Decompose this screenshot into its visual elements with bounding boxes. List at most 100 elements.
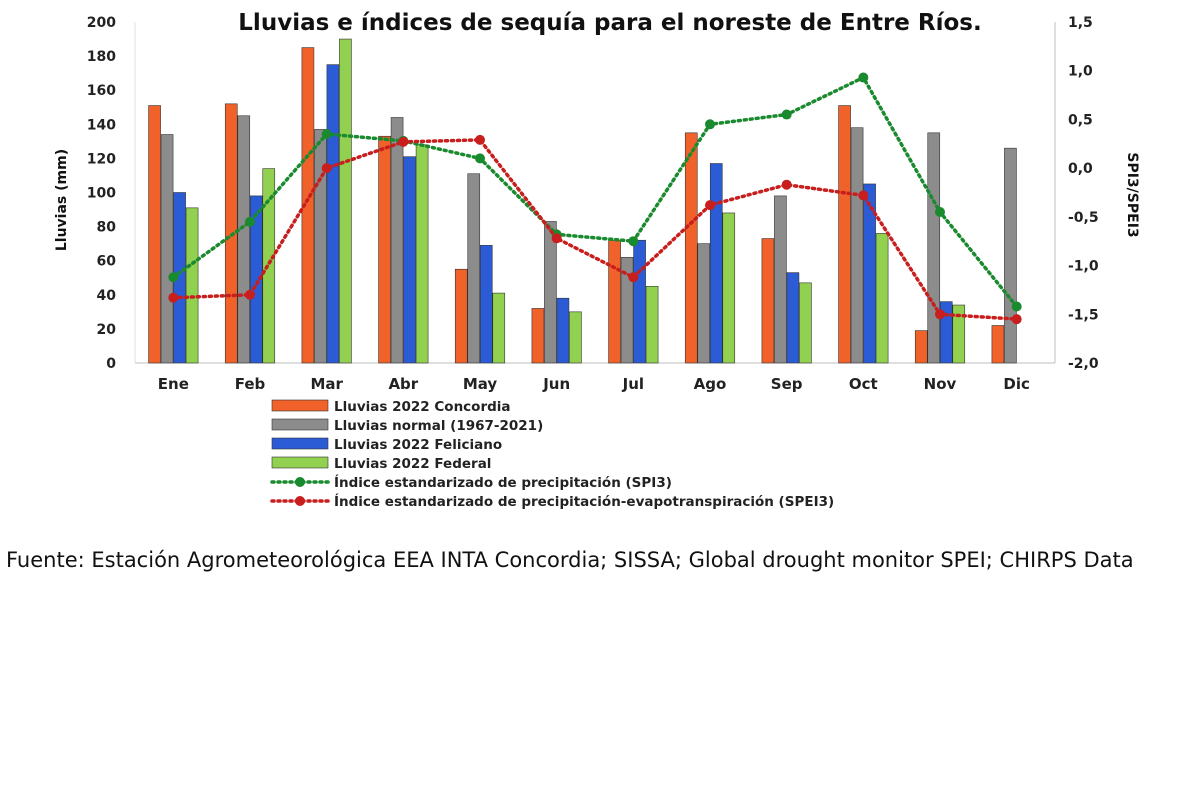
bar bbox=[684, 132, 698, 364]
series-point bbox=[1011, 314, 1022, 325]
bar bbox=[875, 233, 889, 364]
series-point bbox=[475, 153, 485, 164]
x-tick-label: Ene bbox=[158, 375, 189, 393]
x-tick-label: Mar bbox=[310, 375, 343, 393]
bar bbox=[722, 212, 736, 364]
bar bbox=[786, 272, 800, 364]
y-tick-label: 0 bbox=[106, 356, 116, 372]
bar bbox=[148, 105, 161, 364]
series-point bbox=[245, 216, 255, 227]
series-point bbox=[321, 163, 332, 174]
x-tick-label: Ago bbox=[694, 375, 727, 393]
series-point bbox=[1011, 301, 1022, 312]
bar bbox=[237, 115, 251, 364]
bar bbox=[761, 238, 775, 364]
bar bbox=[403, 156, 416, 364]
bar bbox=[697, 243, 711, 364]
legend: Lluvias 2022 Concordia Lluvias normal (19… bbox=[270, 399, 834, 510]
y2-tick-label: 0,5 bbox=[1068, 112, 1093, 128]
x-tick-label: Oct bbox=[849, 375, 878, 393]
series-point bbox=[628, 272, 639, 283]
legend-label: Índice estandarizado de precipitación (S… bbox=[334, 474, 672, 491]
y2-tick-label: -0,5 bbox=[1068, 210, 1099, 226]
x-tick-label: Dic bbox=[1003, 375, 1029, 393]
bar bbox=[314, 129, 327, 364]
y-tick-label: 160 bbox=[87, 83, 116, 99]
bar bbox=[339, 38, 352, 364]
legend-swatch bbox=[271, 399, 329, 412]
y-tick-label: 140 bbox=[87, 117, 116, 133]
bar bbox=[301, 47, 315, 364]
bar bbox=[569, 311, 582, 364]
bar bbox=[620, 256, 634, 364]
bar bbox=[378, 135, 391, 364]
series-point bbox=[628, 236, 639, 247]
bar bbox=[479, 245, 493, 364]
bar bbox=[1004, 147, 1017, 364]
x-tick-label: Jul bbox=[622, 375, 644, 393]
legend-label: Lluvias 2022 Concordia bbox=[334, 399, 511, 415]
series-point bbox=[935, 206, 945, 217]
bar bbox=[927, 132, 941, 364]
bar bbox=[914, 330, 928, 364]
y2-axis-label: SPI3/SPEI3 bbox=[1124, 152, 1140, 237]
bar bbox=[556, 297, 570, 364]
x-tick-label: Jun bbox=[542, 375, 570, 393]
series-point bbox=[705, 119, 715, 130]
series-point bbox=[781, 109, 792, 120]
series-point bbox=[858, 190, 869, 201]
bar bbox=[952, 304, 966, 364]
chart-title: Lluvias e índices de sequía para el nore… bbox=[238, 10, 981, 36]
series-point bbox=[168, 272, 179, 283]
y2-tick-label: -2,0 bbox=[1068, 356, 1099, 372]
bar bbox=[467, 173, 481, 364]
bar bbox=[326, 64, 340, 364]
series-point bbox=[551, 233, 562, 244]
legend-swatch bbox=[271, 437, 329, 450]
y-tick-label: 200 bbox=[87, 15, 116, 31]
series-line bbox=[171, 138, 1019, 321]
bar bbox=[492, 292, 506, 364]
x-tick-label: Feb bbox=[235, 375, 266, 393]
y2-tick-label: -1,0 bbox=[1068, 259, 1099, 275]
x-tick-label: Abr bbox=[388, 375, 418, 393]
y-tick-label: 120 bbox=[87, 151, 116, 167]
bar bbox=[850, 127, 864, 364]
bar bbox=[531, 308, 545, 364]
plot-area: 0 20 40 60 80 100 120 140 160 180 200 -2,0 -1,5 -1,0 -… bbox=[87, 15, 1099, 393]
bar bbox=[633, 239, 646, 364]
series-point bbox=[781, 179, 792, 190]
series-point bbox=[858, 72, 869, 83]
bar bbox=[185, 207, 199, 364]
x-tick-label: May bbox=[463, 375, 498, 393]
y-tick-label: 80 bbox=[97, 220, 117, 236]
bar bbox=[863, 183, 876, 364]
series-point bbox=[475, 134, 485, 145]
y2-tick-label: 0,0 bbox=[1068, 161, 1093, 177]
y-axis-label: Lluvias (mm) bbox=[54, 149, 70, 251]
legend-swatch bbox=[271, 418, 329, 431]
y-tick-label: 100 bbox=[87, 186, 116, 202]
bar bbox=[645, 285, 659, 364]
series-point bbox=[168, 292, 179, 303]
legend-swatch bbox=[271, 456, 329, 469]
y-tick-label: 40 bbox=[97, 288, 117, 304]
series-point bbox=[705, 200, 715, 211]
y-tick-label: 20 bbox=[97, 322, 117, 338]
legend-marker bbox=[295, 477, 305, 487]
legend-label: Lluvias normal (1967-2021) bbox=[334, 418, 543, 434]
bar bbox=[709, 163, 723, 364]
legend-label: Lluvias 2022 Feliciano bbox=[334, 437, 502, 453]
bar bbox=[991, 325, 1005, 364]
legend-label: Lluvias 2022 Federal bbox=[334, 456, 491, 472]
y2-tick-label: 1,0 bbox=[1068, 64, 1093, 80]
series-point bbox=[245, 289, 255, 300]
bar bbox=[544, 221, 557, 364]
y2-tick-label: 1,5 bbox=[1068, 15, 1093, 31]
series-point bbox=[935, 309, 945, 320]
bar bbox=[415, 144, 429, 364]
legend-label: Índice estandarizado de precipitación-ev… bbox=[334, 493, 834, 510]
source-note: Fuente: Estación Agrometeorológica EEA I… bbox=[6, 548, 1134, 572]
series-point bbox=[398, 136, 409, 147]
legend-marker bbox=[295, 496, 305, 506]
